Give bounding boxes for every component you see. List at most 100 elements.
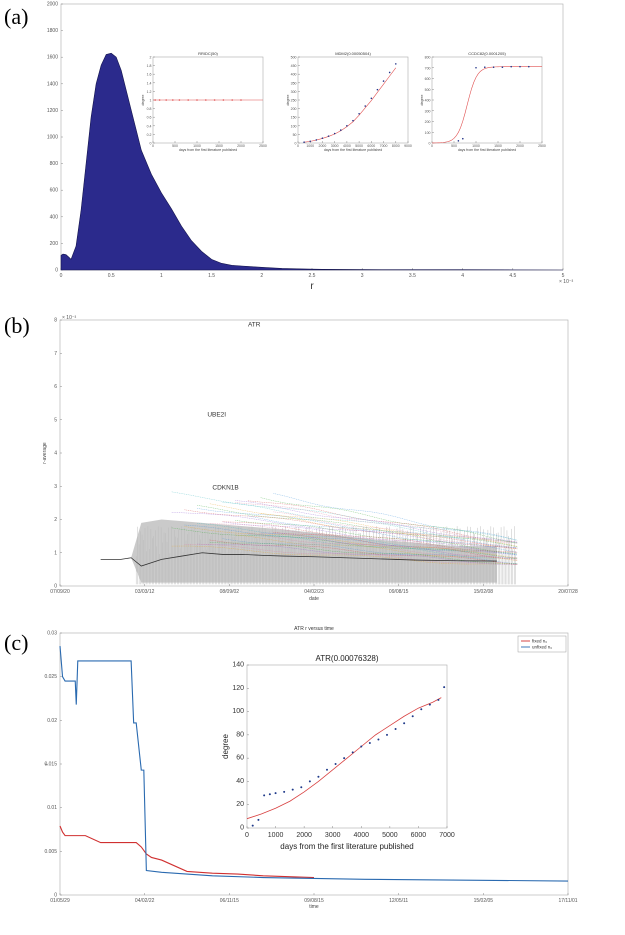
y-tick-label: 250 [291,99,297,103]
x-tick-label: 15/02/05 [474,898,494,904]
data-point [196,99,198,101]
data-point [443,686,446,689]
gene-trajectory [222,502,518,544]
x-tick-label: 09/08/15 [304,898,324,904]
data-point [334,762,337,765]
x-tick-label: 3000 [331,144,339,148]
chart-a-inset-3: 0 500 1000 1500 2000 250001002003004005006007… [420,51,546,152]
plot-frame [246,664,448,829]
data-point [326,768,328,771]
x-tick-label: 4000 [343,144,351,148]
data-point [519,65,521,68]
y-tick-label: 400 [50,214,59,220]
std-band [100,519,497,583]
data-point [437,698,440,701]
inset-title: MDM2(0.00050504) [335,51,371,56]
gene-trajectory [260,497,518,544]
y-tick-label: 800 [50,161,59,167]
y-tick-label: 7 [54,351,57,357]
x-tick-label: 0 [60,273,63,279]
x-tick-label: 1500 [494,144,502,148]
x-tick-label: 0 [431,144,433,148]
x-tick-label: 12/05/11 [389,898,408,904]
data-point [291,788,294,791]
y-axis-label: r-average [42,442,48,464]
gene-trajectory [209,542,518,564]
gene-trajectory [247,500,518,543]
x-tick-label: 06/11/15 [220,898,239,904]
x-tick-label: 6000 [411,832,427,839]
y-tick-label: 8 [54,318,57,324]
data-point [158,99,161,101]
gene-trajectory [197,543,518,565]
x-tick-label: 1500 [215,144,223,148]
inset-y-label: degree [221,734,230,759]
x-tick-label: 03/03/12 [135,589,155,595]
data-point [351,751,354,754]
x-tick-label: 7000 [380,144,388,148]
y-tick-label: 80 [236,731,244,738]
y-tick-label: 150 [291,116,297,120]
data-point [321,137,324,139]
y-tick-label: 100 [291,124,297,128]
x-axis-label: r [310,281,314,292]
chart-b-main: 07/09/20 03/03/12 08/09/02 04/02/23 09/08/15… [42,315,578,602]
y-tick-label: 0.02 [47,718,57,724]
y-tick-label: 450 [291,64,297,68]
y-tick-label: 1 [54,550,57,556]
plot-frame [297,56,409,144]
gene-trajectory [273,511,518,549]
x-tick-label: 2500 [538,144,546,148]
x-axis-label: date [309,596,319,602]
data-point [154,99,156,101]
x-tick-label: 15/02/08 [474,589,494,595]
plot-frame [431,56,543,144]
y-axis-label: r [44,763,50,765]
x-tick-label: 2000 [296,832,312,839]
data-point [394,63,397,65]
gene-trajectory [273,532,518,560]
data-point [300,786,303,789]
x-tick-label: 5000 [382,832,398,839]
y-tick-label: 1.6 [147,73,152,77]
gene-trajectory [184,526,518,559]
gene-trajectory [273,493,518,541]
data-point [388,71,391,74]
data-point [222,99,225,101]
x-tick-label: 01/05/29 [50,898,70,904]
y-tick-label: 1400 [47,81,58,87]
inset-x-label: days from the first literature published [324,148,382,152]
data-point [231,99,233,101]
gene-annotation: CDKN1B [212,485,238,492]
data-point [251,824,254,827]
y-tick-label: 500 [425,88,431,92]
data-point [358,112,360,115]
x-tick-label: 5000 [355,144,363,148]
gene-annotation: UBE2I [207,411,226,418]
x-tick-label: 2.5 [309,273,316,279]
data-point [457,140,460,142]
data-point [308,780,311,783]
y-tick-label: 100 [232,708,244,715]
data-point [283,790,286,793]
y-tick-label: 600 [425,77,431,81]
data-point [339,129,342,131]
data-point [346,125,348,127]
data-point [268,793,271,796]
y-tick-label: 700 [425,66,431,70]
inset-x-label: days from the first literature published [280,842,413,851]
gene-trajectory [171,512,518,548]
y-tick-label: 200 [425,120,431,124]
x-tick-label: 1000 [472,144,480,148]
panel-label-a: (a) [4,4,29,29]
data-point [411,715,414,718]
inset-x-label: days from the first literature published [458,148,516,152]
x-tick-label: 3.5 [409,273,416,279]
data-point [420,708,423,711]
data-point [263,794,266,797]
y-tick-label: 400 [291,73,297,77]
y-tick-label: 0 [54,893,57,899]
gene-trajectory [197,508,518,549]
y-tick-label: 350 [291,81,297,85]
